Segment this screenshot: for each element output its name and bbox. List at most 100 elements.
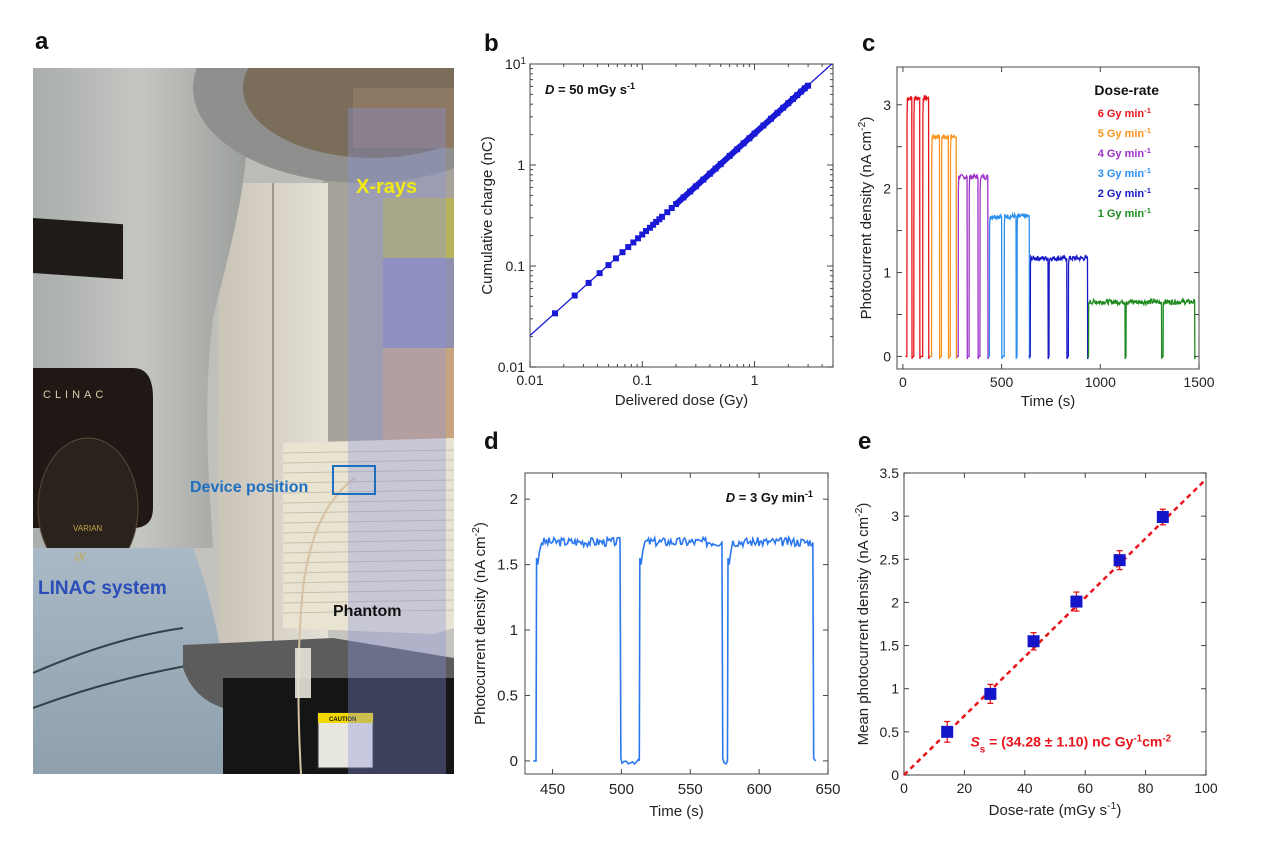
x-tick-label: 500 xyxy=(609,781,634,798)
plot-frame-b xyxy=(529,63,834,368)
device-position-label: Device position xyxy=(190,479,308,496)
xrays-label: X-rays xyxy=(356,176,417,198)
y-tick-label: 3 xyxy=(891,508,899,524)
fit-line xyxy=(903,478,1207,776)
y-axis-label: Photocurrent density (nA cm-2) xyxy=(856,117,875,320)
data-point xyxy=(646,224,653,231)
data-point xyxy=(630,239,637,246)
data-point xyxy=(668,205,675,212)
series-line-2-gy-min xyxy=(1028,253,1089,360)
legend-item: 3 Gy min-1 xyxy=(1098,166,1152,181)
series-line-6-gy-min xyxy=(905,94,931,360)
data-point xyxy=(659,213,666,220)
x-tick-label: 450 xyxy=(540,781,565,798)
data-point xyxy=(571,292,578,299)
x-axis-label: Time (s) xyxy=(1021,393,1075,410)
legend-item: 4 Gy min-1 xyxy=(1098,146,1152,161)
x-tick-label: 60 xyxy=(1077,780,1093,796)
y-tick-label: 1.5 xyxy=(880,638,900,654)
x-tick-label: 0 xyxy=(899,374,907,390)
y-axis-label: Mean photocurrent density (nA cm-2) xyxy=(853,503,872,746)
chart-b: 0.01 0.1 1 0.01 0.1 1 101 Delivered dose (Gy) Cu… xyxy=(479,56,834,409)
y-tick-label: 3.5 xyxy=(880,465,900,481)
clinac-text: CLINAC xyxy=(43,389,107,401)
x-axis-label: Dose-rate (mGy s-1) xyxy=(989,800,1122,819)
y-tick-label: 3 xyxy=(883,97,891,113)
data-point xyxy=(1156,511,1169,524)
y-tick-label: 0.5 xyxy=(497,687,518,704)
data-point xyxy=(619,249,626,256)
panel-label-d: d xyxy=(484,428,499,455)
x-tick-label: 1500 xyxy=(1183,374,1214,390)
data-point xyxy=(585,279,592,286)
x-tick-label: 0 xyxy=(900,780,908,796)
data-point xyxy=(1070,595,1083,608)
series-line xyxy=(533,534,817,766)
data-point xyxy=(650,221,657,228)
y-tick-label: 2 xyxy=(891,594,899,610)
chart-e: 0 20 40 60 80 100 0 0.5 1 1.5 2 2.5 3 3.5 Dose-rate (m… xyxy=(853,465,1218,819)
varian-text: VARIAN xyxy=(73,524,102,533)
series-line-3-gy-min xyxy=(987,211,1031,360)
data-series-dense xyxy=(674,83,810,207)
y-tick-label: 1 xyxy=(883,265,891,281)
series-line-5-gy-min xyxy=(929,133,958,360)
data-point xyxy=(643,228,650,235)
y-tick-label: 2 xyxy=(883,181,891,197)
data-point xyxy=(653,218,660,225)
panel-label-c: c xyxy=(862,30,876,57)
data-point xyxy=(605,262,612,269)
x-tick-label: 1000 xyxy=(1085,374,1116,390)
x-tick-label: 20 xyxy=(957,780,973,796)
chart-d: 450 500 550 600 650 0 0.5 1 1.5 2 Time (s) Photocur… xyxy=(470,472,841,820)
y-tick-label: 0.1 xyxy=(506,258,526,274)
data-point xyxy=(805,82,812,89)
data-point xyxy=(639,231,646,238)
x-tick-label: 0.01 xyxy=(516,372,543,388)
y-tick-label: 0 xyxy=(883,348,891,364)
y-axis-label: Cumulative charge (nC) xyxy=(479,136,496,294)
xray-beam-overlay xyxy=(348,108,446,774)
x-axis-label: Delivered dose (Gy) xyxy=(615,392,748,409)
x-tick-label: 80 xyxy=(1138,780,1154,796)
tape xyxy=(295,648,311,698)
series-line-1-gy-min xyxy=(1086,297,1197,360)
y-axis-label: Photocurrent density (nA cm-2) xyxy=(470,522,489,725)
x-tick-label: 550 xyxy=(678,781,703,798)
y-tick-label: 1.5 xyxy=(497,557,518,574)
data-point xyxy=(612,255,619,262)
x-tick-label: 100 xyxy=(1194,780,1218,796)
legend-item: 2 Gy min-1 xyxy=(1098,186,1152,201)
annotation-sensitivity: Ss = (34.28 ± 1.10) nC Gy-1cm-2 xyxy=(970,733,1171,755)
legend-item: 5 Gy min-1 xyxy=(1098,126,1152,141)
y-tick-label: 1 xyxy=(891,681,899,697)
linac-photo: CLINAC VARIAN iX CAUTION xyxy=(33,68,454,774)
data-point xyxy=(664,209,671,216)
linac-system-label: LINAC system xyxy=(38,578,167,599)
linac-lower-body xyxy=(33,548,253,774)
legend-title: Dose-rate xyxy=(1094,82,1159,98)
phantom-label: Phantom xyxy=(333,603,401,620)
y-tick-label: 2 xyxy=(510,491,518,508)
panel-label-e: e xyxy=(858,428,872,455)
annotation-dose-rate: D = 50 mGy s-1 xyxy=(545,81,635,97)
y-tick-label: 0 xyxy=(891,767,899,783)
phantom-slabs xyxy=(283,438,454,634)
svg-text:CAUTION: CAUTION xyxy=(329,717,356,723)
panel-label-b: b xyxy=(484,30,499,57)
data-point xyxy=(941,725,954,738)
y-tick-label: 1 xyxy=(510,622,518,639)
y-tick-label: 0.01 xyxy=(498,359,525,375)
y-tick-label: 2.5 xyxy=(880,551,900,567)
svg-text:iX: iX xyxy=(75,550,87,564)
data-point xyxy=(984,687,997,700)
x-axis-label: Time (s) xyxy=(649,803,703,820)
data-point xyxy=(635,235,642,242)
device-cable xyxy=(297,477,356,774)
data-point xyxy=(552,310,559,317)
x-tick-label: 650 xyxy=(815,781,840,798)
x-tick-label: 500 xyxy=(990,374,1014,390)
data-point xyxy=(625,244,632,251)
data-point xyxy=(596,270,603,277)
